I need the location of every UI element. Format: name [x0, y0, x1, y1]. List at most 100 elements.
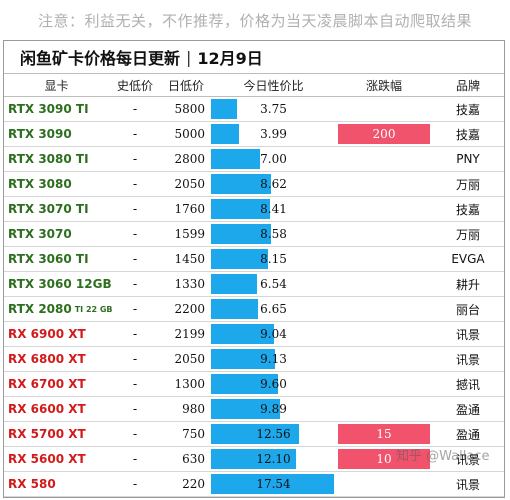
gpu-name-label: RTX 3090 TI	[8, 102, 89, 116]
gpu-name: RTX 3090	[4, 122, 109, 146]
table-row: RX 6900 XT - 2199 9.04 讯景	[4, 322, 504, 347]
gpu-name-suffix: TI 22 GB	[74, 304, 113, 314]
day-price: 1760	[174, 202, 205, 216]
low-price: -	[132, 352, 138, 366]
table-row: RX 6800 XT - 2050 9.13 讯景	[4, 347, 504, 372]
low-price: -	[132, 327, 138, 341]
low-price: -	[132, 427, 138, 441]
perf-bar	[211, 374, 278, 394]
gpu-name-label: RX 580	[8, 477, 56, 491]
low-price: -	[132, 377, 138, 391]
gpu-name-label: RX 6700 XT	[8, 377, 86, 391]
day-price: 2200	[174, 302, 205, 316]
low-price: -	[132, 202, 138, 216]
day-price: 220	[182, 477, 205, 491]
perf-value: 12.56	[256, 427, 291, 441]
day-price: 5800	[174, 102, 205, 116]
low-price: -	[132, 477, 138, 491]
perf-value: 8.41	[260, 202, 287, 216]
gpu-name-label: RTX 3080 TI	[8, 152, 89, 166]
header-day-price: 日低价	[167, 78, 204, 93]
brand-name: PNY	[456, 152, 480, 166]
brand-name: 讯景	[455, 452, 480, 467]
table-row: RX 6600 XT - 980 9.89 盈通	[4, 397, 504, 422]
perf-bar	[211, 274, 257, 294]
table-title-date: 12月9日	[197, 49, 263, 68]
table-row: RTX 3090 TI - 5800 3.75 技嘉	[4, 97, 504, 122]
perf-value: 6.54	[260, 277, 287, 291]
table-row: RTX 2080 TI 22 GB - 2200 6.65 丽台	[4, 297, 504, 322]
table-row: RTX 3080 - 2050 8.62 万丽	[4, 172, 504, 197]
day-price: 980	[182, 402, 205, 416]
day-price: 5000	[174, 127, 205, 141]
perf-bar	[211, 99, 237, 119]
gpu-name-label: RX 5700 XT	[8, 427, 86, 441]
table-row: RTX 3090 - 5000 3.99 200 技嘉	[4, 122, 504, 147]
day-price: 2050	[174, 352, 205, 366]
gpu-name: RX 5600 XT	[4, 447, 109, 471]
brand-name: 万丽	[455, 177, 480, 192]
change-badge: 10	[338, 449, 430, 469]
brand-name: 撼讯	[455, 377, 480, 392]
gpu-name-label: RTX 2080	[8, 302, 72, 316]
table-row: RX 5700 XT - 750 12.56 15 盈通	[4, 422, 504, 447]
perf-bar	[211, 349, 275, 369]
gpu-name: RTX 3070	[4, 222, 109, 246]
title-separator: |	[186, 47, 192, 67]
low-price: -	[132, 177, 138, 191]
day-price: 1330	[174, 277, 205, 291]
gpu-name: RX 6900 XT	[4, 322, 109, 346]
brand-name: 丽台	[455, 302, 480, 317]
perf-bar	[211, 324, 274, 344]
perf-bar	[211, 299, 258, 319]
brand-name: 技嘉	[455, 102, 480, 117]
day-price: 2800	[174, 152, 205, 166]
day-price: 1450	[174, 252, 205, 266]
gpu-name: RTX 3090 TI	[4, 97, 109, 121]
perf-bar	[211, 424, 299, 444]
table-row: RX 5600 XT - 630 12.10 10 讯景	[4, 447, 504, 472]
table-row: RTX 3070 TI - 1760 8.41 技嘉	[4, 197, 504, 222]
table-header-row: 显卡 史低价 日低价 今日性价比 涨跌幅 品牌	[4, 74, 504, 97]
brand-name: 技嘉	[455, 202, 480, 217]
notice-banner: 注意：利益无关，不作推荐，价格为当天凌晨脚本自动爬取结果	[37, 11, 472, 30]
perf-value: 17.54	[256, 477, 291, 491]
low-price: -	[132, 252, 138, 266]
gpu-name: RTX 3080	[4, 172, 109, 196]
header-change: 涨跌幅	[365, 78, 402, 93]
gpu-name: RTX 3070 TI	[4, 197, 109, 221]
perf-value: 8.62	[260, 177, 287, 191]
perf-bar	[211, 399, 280, 419]
header-perf-ratio: 今日性价比	[243, 78, 304, 93]
change-badge: 200	[338, 124, 430, 144]
watermark: 知乎 @Wallace	[396, 449, 490, 464]
gpu-name-label: RX 6600 XT	[8, 402, 86, 416]
perf-bar	[211, 199, 270, 219]
perf-value: 7.00	[260, 152, 287, 166]
low-price: -	[132, 127, 138, 141]
day-price: 1599	[174, 227, 205, 241]
gpu-name-label: RTX 3060 12GB	[8, 277, 112, 291]
brand-name: 耕升	[455, 277, 480, 292]
gpu-name: RTX 3060 TI	[4, 247, 109, 271]
brand-name: EVGA	[451, 252, 485, 266]
change-badge: 15	[338, 424, 430, 444]
day-price: 2050	[174, 177, 205, 191]
low-price: -	[132, 302, 138, 316]
day-price: 630	[182, 452, 205, 466]
gpu-name: RTX 3080 TI	[4, 147, 109, 171]
brand-name: 技嘉	[455, 127, 480, 142]
perf-bar	[211, 474, 334, 494]
table-row: RTX 3060 12GB - 1330 6.54 耕升	[4, 272, 504, 297]
brand-name: 万丽	[455, 227, 480, 242]
perf-value: 8.58	[260, 227, 287, 241]
brand-name: 讯景	[455, 327, 480, 342]
gpu-name: RX 6800 XT	[4, 347, 109, 371]
day-price: 750	[182, 427, 205, 441]
table-title: 闲鱼矿卡价格每日更新 | 12月9日	[4, 41, 504, 74]
day-price: 2199	[174, 327, 205, 341]
perf-value: 12.10	[256, 452, 291, 466]
perf-value: 3.75	[260, 102, 287, 116]
gpu-name: RTX 2080 TI 22 GB	[4, 297, 113, 321]
gpu-name-label: RTX 3060 TI	[8, 252, 89, 266]
